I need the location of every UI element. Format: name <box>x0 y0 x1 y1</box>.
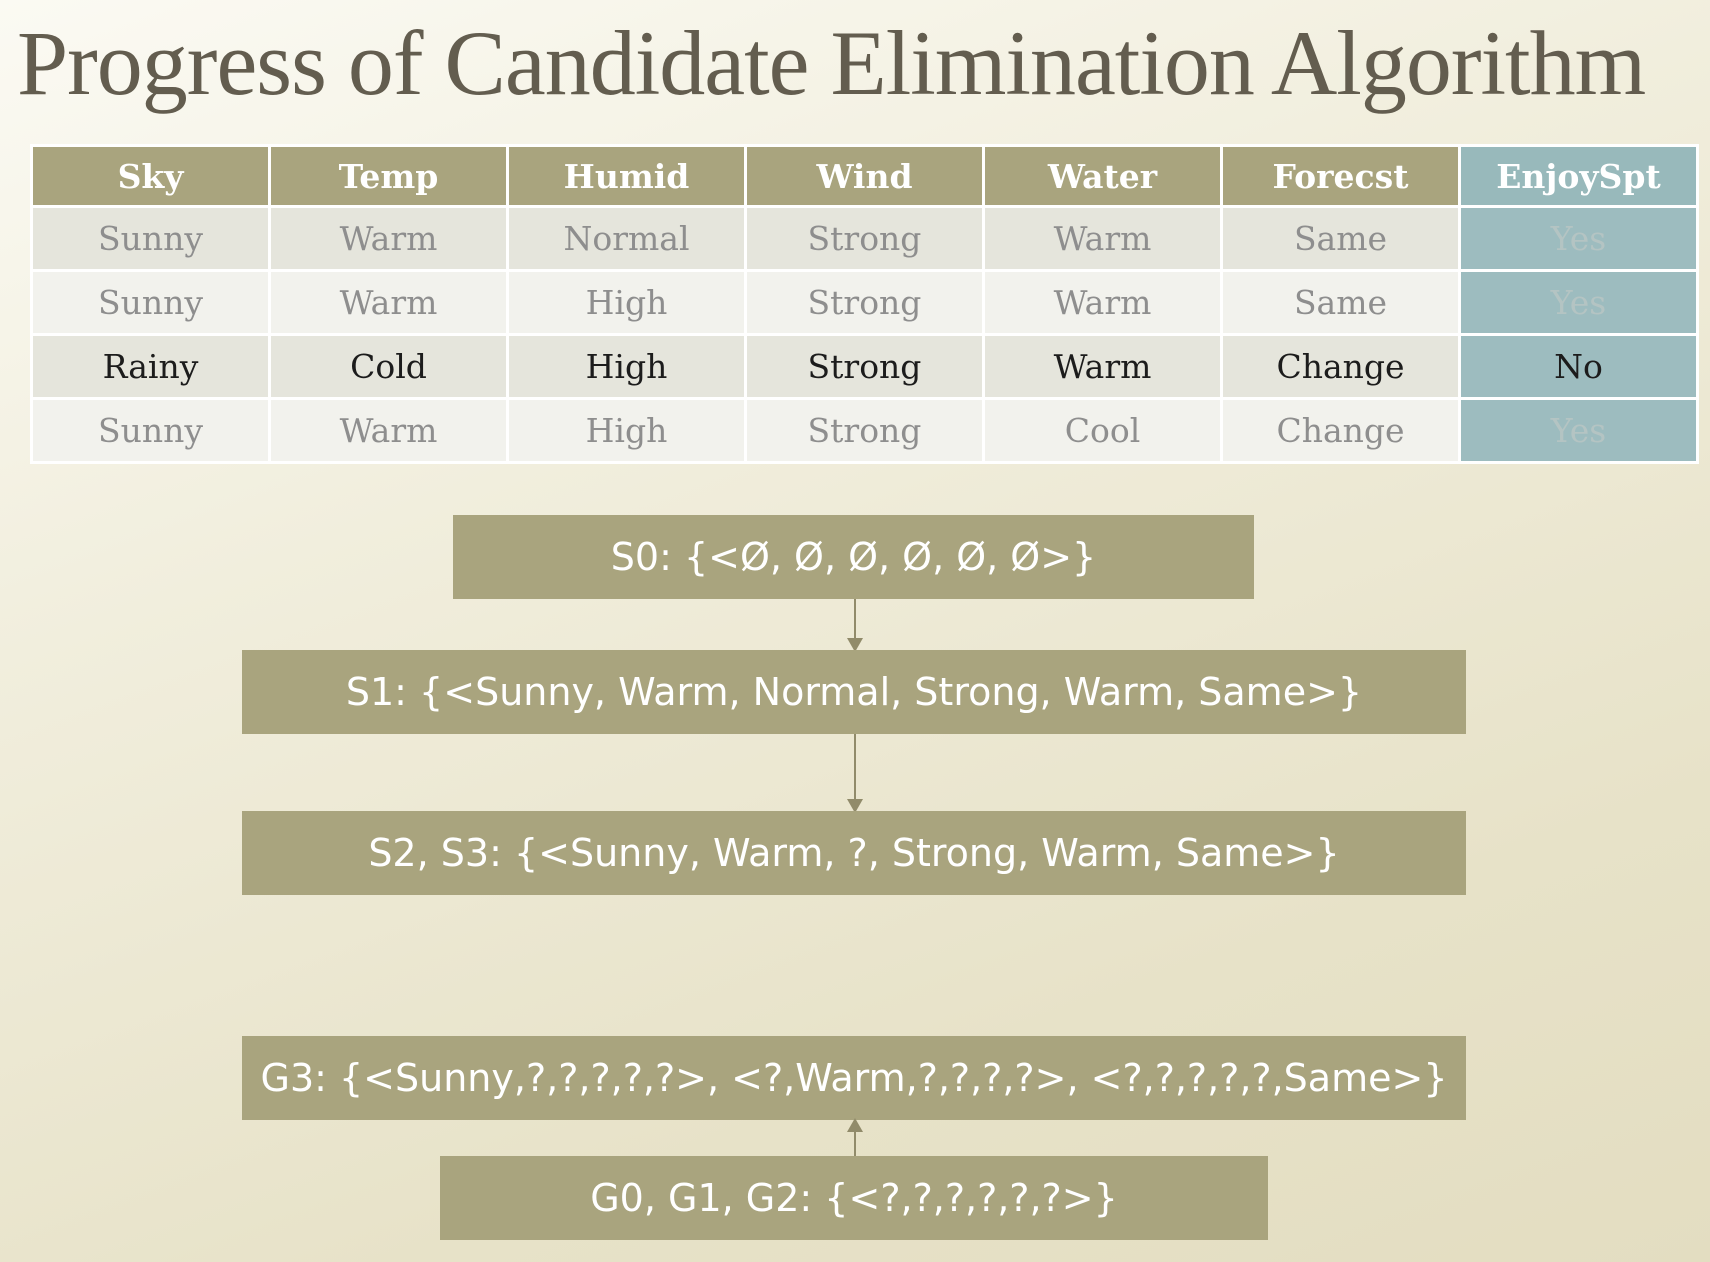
header-water: Water <box>984 146 1222 207</box>
table-cell: Strong <box>746 335 984 399</box>
table-cell: High <box>508 335 746 399</box>
table-cell: Warm <box>984 207 1222 271</box>
table-cell: Same <box>1222 271 1460 335</box>
table-cell-label: Yes <box>1460 207 1698 271</box>
g0-g1-g2-boundary-box: G0, G1, G2: {<?,?,?,?,?,?>} <box>440 1156 1268 1240</box>
header-humid: Humid <box>508 146 746 207</box>
table-cell: Normal <box>508 207 746 271</box>
table-cell: Sunny <box>32 399 270 463</box>
s2-s3-boundary-box: S2, S3: {<Sunny, Warm, ?, Strong, Warm, … <box>242 811 1466 895</box>
table-cell: Change <box>1222 335 1460 399</box>
table-cell-label: Yes <box>1460 399 1698 463</box>
table-cell: Sunny <box>32 271 270 335</box>
table-cell: Warm <box>984 335 1222 399</box>
table-row-negative: Rainy Cold High Strong Warm Change No <box>32 335 1698 399</box>
table-cell: Warm <box>270 399 508 463</box>
arrow-g0-to-g3 <box>854 1120 856 1156</box>
table-cell: Rainy <box>32 335 270 399</box>
arrow-s1-to-s2 <box>854 734 856 811</box>
header-forecast: Forecst <box>1222 146 1460 207</box>
header-enjoyspt: EnjoySpt <box>1460 146 1698 207</box>
table-cell-label: Yes <box>1460 271 1698 335</box>
table-cell: Same <box>1222 207 1460 271</box>
table-cell: Cool <box>984 399 1222 463</box>
header-sky: Sky <box>32 146 270 207</box>
arrow-s0-to-s1 <box>854 599 856 650</box>
table-cell: Change <box>1222 399 1460 463</box>
table-cell: Warm <box>270 271 508 335</box>
table-cell: High <box>508 271 746 335</box>
table-cell: Sunny <box>32 207 270 271</box>
table-header-row: Sky Temp Humid Wind Water Forecst EnjoyS… <box>32 146 1698 207</box>
header-temp: Temp <box>270 146 508 207</box>
g3-boundary-box: G3: {<Sunny,?,?,?,?,?>, <?,Warm,?,?,?,?>… <box>242 1036 1466 1120</box>
s1-boundary-box: S1: {<Sunny, Warm, Normal, Strong, Warm,… <box>242 650 1466 734</box>
table-row: Sunny Warm High Strong Warm Same Yes <box>32 271 1698 335</box>
table-cell: Strong <box>746 271 984 335</box>
table-cell: Cold <box>270 335 508 399</box>
table-row: Sunny Warm High Strong Cool Change Yes <box>32 399 1698 463</box>
table-row: Sunny Warm Normal Strong Warm Same Yes <box>32 207 1698 271</box>
table-cell-label: No <box>1460 335 1698 399</box>
slide-title: Progress of Candidate Elimination Algori… <box>17 8 1645 118</box>
table-cell: Warm <box>984 271 1222 335</box>
table-cell: Strong <box>746 399 984 463</box>
table-cell: High <box>508 399 746 463</box>
header-wind: Wind <box>746 146 984 207</box>
table-cell: Warm <box>270 207 508 271</box>
table-cell: Strong <box>746 207 984 271</box>
training-examples-table: Sky Temp Humid Wind Water Forecst EnjoyS… <box>30 144 1699 464</box>
s0-boundary-box: S0: {<Ø, Ø, Ø, Ø, Ø, Ø>} <box>453 515 1254 599</box>
